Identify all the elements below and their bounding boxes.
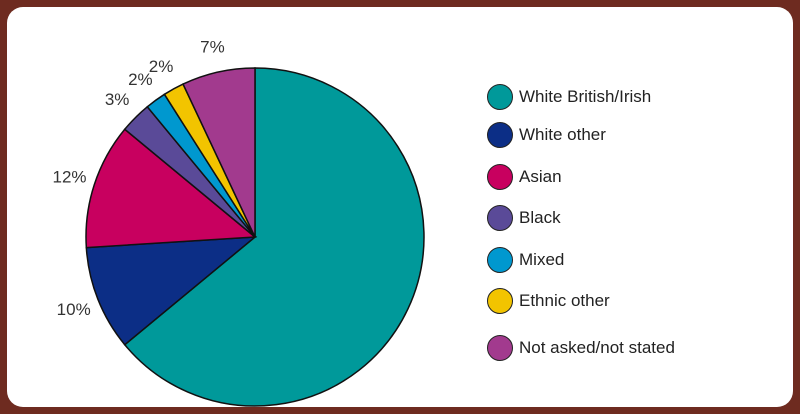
legend-swatch-ethnic-other (487, 288, 513, 314)
legend-swatch-white-other (487, 122, 513, 148)
legend-item-white-british-irish: White British/Irish (487, 82, 651, 112)
pie-slice-white-british-irish (123, 67, 425, 407)
legend-label-not-asked-not-stated: Not asked/not stated (519, 338, 675, 357)
legend-label-ethnic-other: Ethnic other (519, 291, 610, 310)
legend-item-black: Black (487, 203, 561, 233)
legend-swatch-asian (487, 164, 513, 190)
pie-label-not-asked-not-stated: 7% (200, 38, 225, 57)
legend-swatch-white-british-irish (487, 84, 513, 110)
legend-item-mixed: Mixed (487, 245, 564, 275)
pie-label-black: 3% (105, 90, 130, 109)
legend-swatch-black (487, 205, 513, 231)
legend-swatch-not-asked-not-stated (487, 335, 513, 361)
legend-label-white-british-irish: White British/Irish (519, 87, 652, 106)
pie-label-asian: 12% (53, 168, 87, 187)
legend-item-white-other: White other (487, 120, 606, 150)
pie-labels: 10%12%3%2%2%7% (53, 38, 225, 319)
pie-slice-white-other (85, 236, 258, 346)
pie-slices (85, 67, 425, 407)
pie-label-mixed: 2% (128, 70, 153, 89)
legend-item-asian: Asian (487, 162, 562, 192)
legend-label-white-other: White other (519, 125, 606, 144)
pie-label-ethnic-other: 2% (149, 57, 174, 76)
legend-label-asian: Asian (519, 167, 562, 186)
legend-swatch-mixed (487, 247, 513, 273)
legend-item-ethnic-other: Ethnic other (487, 286, 610, 316)
pie-label-white-other: 10% (57, 300, 91, 319)
legend-label-black: Black (519, 208, 561, 227)
pie-slice-not-asked-not-stated (182, 67, 256, 238)
legend-label-mixed: Mixed (519, 250, 565, 269)
pie-slice-asian (85, 128, 257, 249)
legend-item-not-asked-not-stated: Not asked/not stated (487, 333, 675, 363)
